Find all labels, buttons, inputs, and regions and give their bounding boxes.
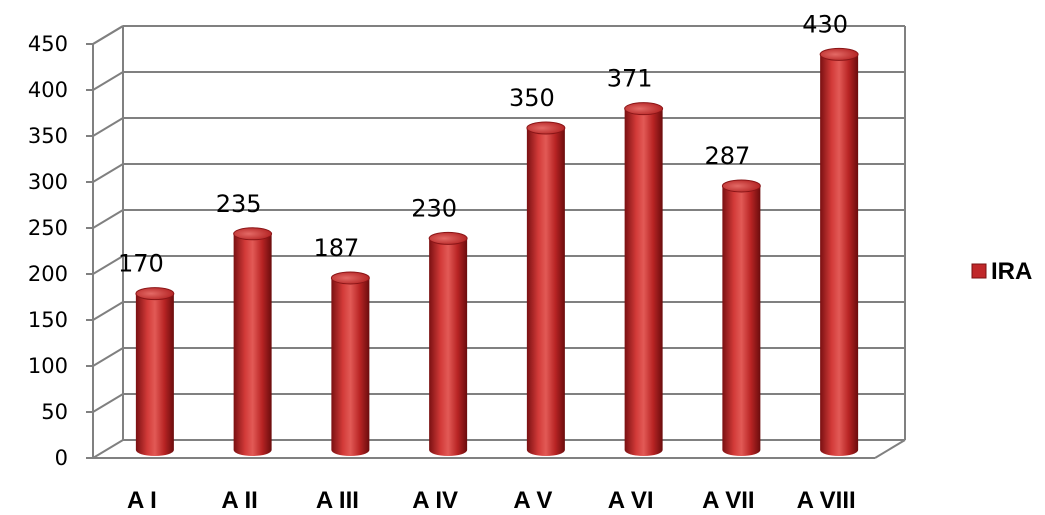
bar [135, 287, 175, 456]
bar-top [526, 121, 566, 135]
bar [233, 227, 273, 456]
gridline-diagonal [92, 163, 124, 183]
bar [624, 102, 664, 457]
x-category-label: A VI [608, 487, 654, 514]
bar-body [526, 128, 565, 456]
bar-body [331, 277, 370, 456]
y-tick-label: 350 [28, 124, 68, 148]
y-tick-label: 50 [41, 400, 68, 424]
plot-area-walls [92, 25, 906, 459]
x-category-label: A IV [412, 487, 458, 514]
gridline-diagonal [92, 25, 124, 45]
bar-body [722, 185, 761, 456]
x-axis-categories: A I A II A III A IV A V A VI A VII A VIII [127, 487, 856, 514]
data-label: 430 [802, 10, 848, 38]
bar-top [721, 179, 761, 193]
y-tick-label: 300 [28, 170, 68, 194]
legend-label-ira: IRA [991, 258, 1032, 285]
legend: IRA [971, 258, 1032, 285]
y-tick-label: 200 [28, 262, 68, 286]
y-axis-ticks: 0 50 100 150 200 250 300 350 400 450 [28, 32, 93, 470]
data-labels: 170 235 187 230 350 371 287 430 [118, 10, 848, 277]
bar-top [233, 227, 273, 241]
x-category-label: A II [221, 487, 257, 514]
bar-body [135, 293, 174, 456]
data-label: 287 [704, 142, 750, 170]
bar [721, 179, 761, 456]
bar [330, 271, 370, 456]
bar-body [233, 233, 272, 456]
legend-swatch-ira [971, 263, 987, 279]
bar-body [820, 54, 859, 457]
data-label: 235 [216, 190, 262, 218]
y-tick-label: 150 [28, 308, 68, 332]
bar [428, 231, 468, 456]
bar-body [624, 108, 663, 457]
x-category-label: A I [127, 487, 157, 514]
bar-top [819, 47, 859, 61]
data-label: 230 [411, 194, 457, 222]
gridline-diagonal [92, 71, 124, 91]
bar-body [429, 238, 468, 456]
bar [819, 47, 859, 457]
gridline-diagonal [92, 393, 124, 413]
gridline-diagonal [92, 117, 124, 137]
floor-right-edge [874, 439, 906, 459]
bar [526, 121, 566, 456]
bar-top [135, 287, 175, 301]
y-tick-label: 250 [28, 216, 68, 240]
bars [135, 47, 859, 457]
gridline-diagonal [92, 209, 124, 229]
data-label: 371 [607, 65, 653, 93]
x-category-label: A III [316, 487, 359, 514]
gridline-diagonal [92, 439, 124, 459]
bar-top [428, 231, 468, 245]
x-category-label: A VIII [797, 487, 856, 514]
y-tick-label: 450 [28, 32, 68, 56]
y-tick-label: 400 [28, 78, 68, 102]
x-category-label: A V [513, 487, 552, 514]
data-label: 187 [313, 234, 359, 262]
gridline-diagonal [92, 255, 124, 275]
gridlines [92, 25, 905, 459]
data-label: 350 [509, 84, 555, 112]
bar-top [624, 102, 664, 116]
data-label: 170 [118, 250, 164, 278]
x-category-label: A VII [702, 487, 754, 514]
bar-top [330, 271, 370, 285]
y-tick-label: 100 [28, 354, 68, 378]
y-tick-label: 0 [55, 446, 68, 470]
gridline-diagonal [92, 301, 124, 321]
gridline-diagonal [92, 347, 124, 367]
